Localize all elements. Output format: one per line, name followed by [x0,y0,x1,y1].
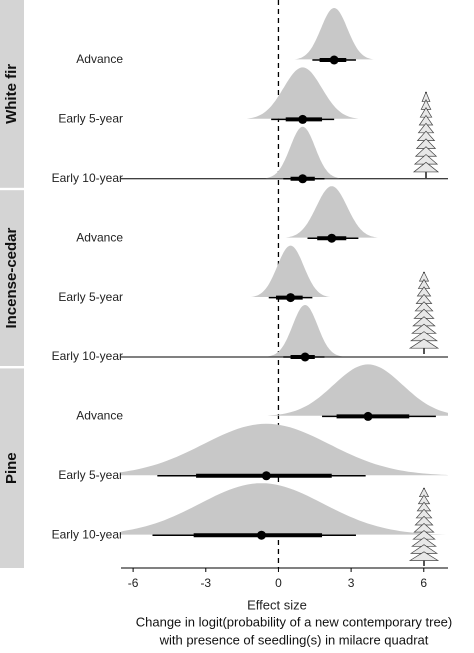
y-tick-label: Advance [76,230,123,244]
point-estimate [261,471,271,481]
tree-foliage [408,551,440,561]
density [121,423,448,476]
point-estimate [329,55,339,65]
y-tick-label: Early 10-year [52,171,123,185]
facet-label: White fir [3,64,20,124]
point-estimate [298,174,308,184]
tree-icon [408,271,440,354]
density [267,305,343,357]
y-tick-label: Early 5-year [58,468,123,482]
facet-strip [0,190,24,366]
point-estimate [363,411,373,421]
density [264,364,448,416]
tree-icon [408,487,440,566]
point-estimate [300,352,310,362]
tree-icon [412,91,440,178]
caption-line: with presence of seedling(s) in milacre … [159,632,429,647]
y-tick-label: Advance [76,409,123,423]
tree-foliage [408,338,440,349]
y-tick-label: Early 5-year [58,112,123,126]
facet-strip [0,0,24,188]
facet-label: Pine [3,452,20,484]
x-tick-label: 0 [275,576,282,590]
density [245,67,360,119]
facet-label: Incense-cedar [3,227,20,328]
facet-strip [0,368,24,568]
x-axis-title: Effect size [247,597,307,612]
density [121,483,447,535]
y-tick-label: Advance [76,52,123,66]
point-estimate [256,530,266,540]
x-tick-label: 3 [348,576,355,590]
density [250,245,331,297]
density [265,126,341,179]
x-tick-label: 6 [420,576,427,590]
y-tick-label: Early 5-year [58,290,123,304]
point-estimate [286,293,296,303]
x-tick-label: -3 [200,576,211,590]
x-tick-label: -6 [128,576,139,590]
point-estimate [298,114,308,124]
y-tick-label: Early 10-year [52,349,123,363]
tree-foliage [412,161,440,173]
density [285,186,378,238]
density [294,8,374,60]
point-estimate [327,233,337,243]
y-tick-label: Early 10-year [52,527,123,541]
caption-line: Change in logit(probability of a new con… [136,614,453,629]
